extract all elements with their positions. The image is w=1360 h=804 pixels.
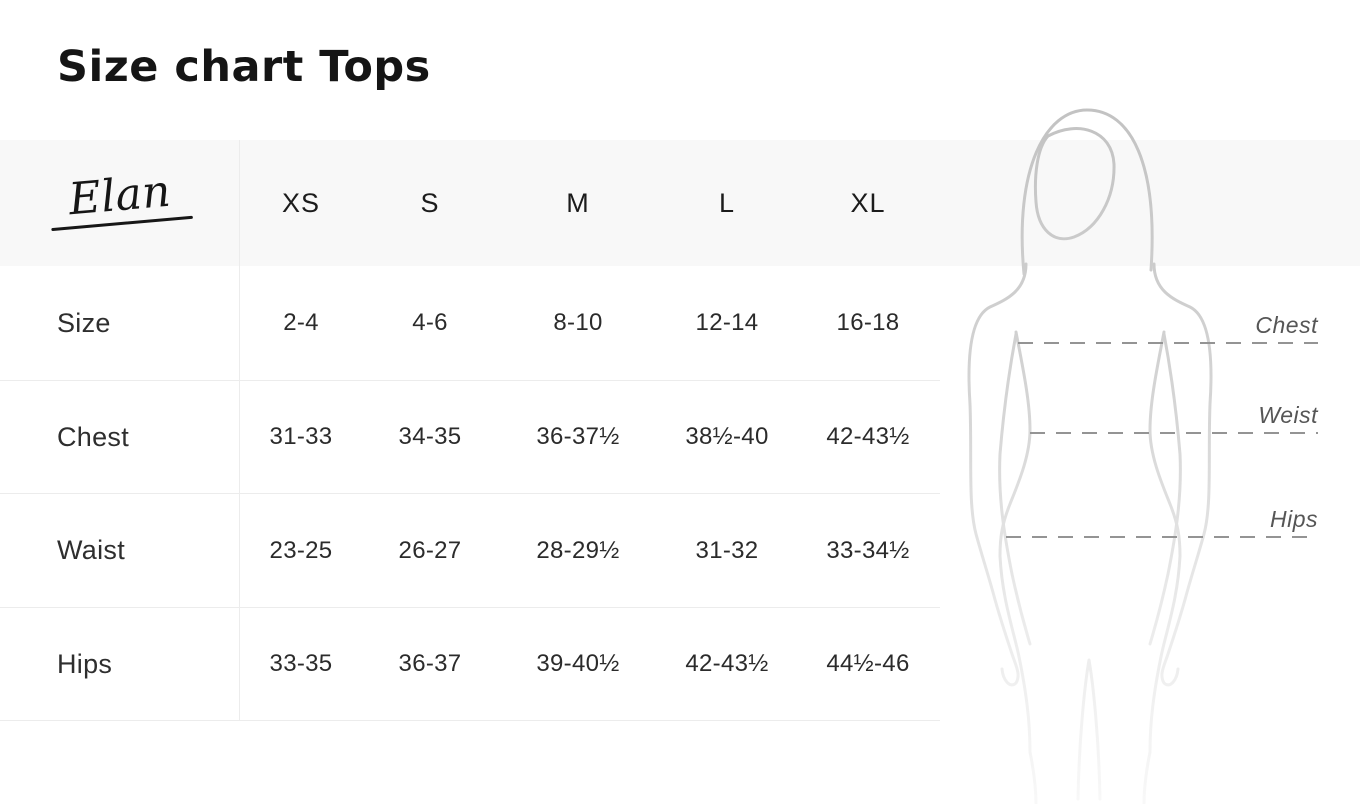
column-header-xs: XS	[281, 187, 321, 218]
column-header-s: S	[420, 187, 440, 218]
cell-chest-m: 36-37½	[498, 380, 658, 493]
row-label-waist: Waist	[0, 493, 240, 607]
cell-chest-xl: 42-43½	[796, 380, 940, 493]
waist-measure-label: Weist	[1258, 402, 1319, 428]
cell-hips-m: 39-40½	[498, 607, 658, 721]
cell-hips-xl: 44½-46	[796, 607, 940, 721]
cell-waist-m: 28-29½	[498, 493, 658, 607]
column-header-l: L	[718, 187, 736, 218]
cell-waist-s: 26-27	[362, 493, 498, 607]
cell-chest-xs: 31-33	[240, 380, 362, 493]
chest-measure-label: Chest	[1255, 312, 1319, 338]
row-label-chest: Chest	[0, 380, 240, 493]
brand-logo: Elan	[0, 140, 240, 266]
cell-waist-xl: 33-34½	[796, 493, 940, 607]
column-header-m: M	[566, 187, 590, 218]
table-header-band	[0, 140, 1360, 266]
brand-logo-wrap: Elan	[47, 165, 193, 231]
cell-size-l: 12-14	[695, 309, 759, 336]
cell-size-m: 8-10	[553, 309, 603, 336]
cell-waist-l: 31-32	[658, 493, 796, 607]
cell-hips-s: 36-37	[362, 607, 498, 721]
cell-hips-l: 42-43½	[658, 607, 796, 721]
cell-hips-xs: 33-35	[240, 607, 362, 721]
cell-waist-xs: 23-25	[240, 493, 362, 607]
column-header-xl: XL	[850, 187, 886, 218]
cell-chest-l: 38½-40	[658, 380, 796, 493]
cell-chest-s: 34-35	[362, 380, 498, 493]
body-figure-illustration: Chest Weist Hips	[967, 108, 1319, 804]
row-label-size: Size	[0, 266, 240, 380]
brand-logo-text: Elan	[66, 165, 173, 226]
row-label-hips: Hips	[0, 607, 240, 721]
cell-size-s: 4-6	[412, 309, 448, 336]
cell-size-xs: 2-4	[283, 309, 319, 336]
body-outline	[967, 108, 1213, 804]
hips-measure-label: Hips	[1270, 506, 1318, 532]
size-table: Elan XS S M L XL Size 2-4 4-6 8-10 12-14 16-18 Ches…	[0, 140, 940, 721]
page-title: Size chart Tops	[57, 42, 431, 92]
cell-size-xl: 16-18	[836, 309, 900, 336]
